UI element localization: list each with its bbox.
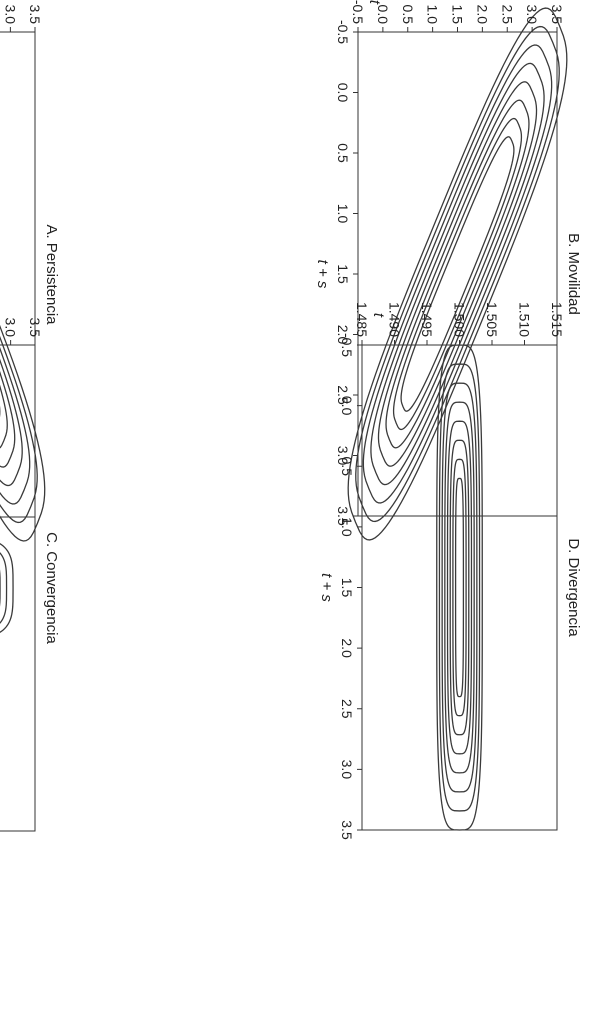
contour-line bbox=[347, 7, 568, 541]
y-tick-label: 1.515 bbox=[549, 302, 565, 337]
x-axis-label: t + s bbox=[318, 573, 335, 602]
x-tick-label: 2.5 bbox=[335, 385, 351, 405]
y-tick-label: 0.0 bbox=[375, 5, 391, 25]
x-tick-label: 2.5 bbox=[339, 699, 355, 719]
y-tick-label: 1.490 bbox=[387, 302, 403, 337]
x-tick-label: 3.5 bbox=[335, 506, 351, 526]
y-tick-label: 1.495 bbox=[419, 302, 435, 337]
x-axis-label: t + s bbox=[314, 260, 331, 289]
y-tick-label: 3.5 bbox=[27, 5, 43, 25]
y-tick-label: 1.0 bbox=[425, 5, 441, 25]
chart-title: D. Divergencia bbox=[565, 538, 582, 637]
y-tick-label: 1.510 bbox=[517, 302, 533, 337]
contour-line bbox=[0, 44, 31, 505]
contour-line bbox=[444, 401, 475, 774]
contour-line bbox=[392, 117, 523, 431]
y-tick-label: 2.5 bbox=[499, 5, 515, 25]
x-tick-label: 1.5 bbox=[339, 578, 355, 598]
x-tick-label: 1.0 bbox=[339, 517, 355, 537]
contour-line bbox=[370, 62, 545, 486]
contour-group-d bbox=[436, 344, 483, 831]
plot-frame-c bbox=[0, 344, 36, 832]
x-tick-label: 0.5 bbox=[339, 457, 355, 477]
contour-line bbox=[400, 136, 515, 412]
panel-a: -0.50.00.51.01.52.02.53.03.5-0.50.00.51.… bbox=[0, 5, 60, 542]
x-tick-label: 0.0 bbox=[335, 83, 351, 103]
contour-line bbox=[355, 25, 560, 523]
contour-group-a bbox=[0, 7, 46, 542]
contour-line bbox=[0, 62, 23, 487]
x-tick-label: 1.0 bbox=[335, 204, 351, 224]
y-tick-label: 1.500 bbox=[452, 302, 468, 337]
contour-line bbox=[446, 420, 473, 755]
chart-title: B. Movilidad bbox=[565, 233, 582, 315]
contour-line bbox=[454, 477, 465, 698]
x-tick-label: 0.0 bbox=[339, 396, 355, 416]
x-tick-label: 0.5 bbox=[335, 143, 351, 163]
x-tick-label: 2.0 bbox=[339, 638, 355, 658]
x-tick-label: 2.0 bbox=[335, 325, 351, 345]
y-tick-label: 1.505 bbox=[484, 302, 500, 337]
contour-group-b bbox=[347, 7, 568, 541]
contour-line bbox=[0, 535, 14, 641]
chart-title: A. Persistencia bbox=[43, 224, 60, 325]
chart-title: C. Convergencia bbox=[43, 532, 60, 644]
contour-line bbox=[441, 382, 478, 793]
x-tick-label: 1.5 bbox=[335, 264, 351, 284]
x-tick-label: 3.0 bbox=[335, 446, 351, 466]
x-tick-label: 3.0 bbox=[339, 760, 355, 780]
y-tick-label: 0.5 bbox=[400, 5, 416, 25]
y-tick-label: 3.0 bbox=[3, 318, 19, 338]
contour-line bbox=[438, 363, 481, 812]
contour-line bbox=[0, 25, 38, 524]
y-tick-label: 3.5 bbox=[27, 318, 43, 338]
contour-line bbox=[0, 7, 46, 542]
contour-line bbox=[0, 541, 8, 635]
contour-line bbox=[449, 439, 470, 736]
contour-line bbox=[436, 344, 483, 831]
contour-line bbox=[0, 99, 8, 450]
y-axis-label: t bbox=[366, 0, 383, 5]
contour-line bbox=[0, 81, 16, 468]
panel-c: 1.4851.491.4951.5001.5051.5101.515-0.50.… bbox=[0, 318, 60, 832]
x-tick-label: -0.5 bbox=[335, 20, 351, 44]
contour-line bbox=[362, 44, 553, 504]
panel-d: -0.5 0.0 0.5 1.0 1.5 2.0 2.5 3.0 3.5 1.485 1.490 1.… bbox=[318, 302, 582, 840]
plot-frame-a bbox=[0, 31, 36, 518]
x-tick-label: -0.5 bbox=[339, 333, 355, 357]
panel-b: -0.5 0.0 0.5 1.0 1.5 2.0 2.5 3.0 3.5 -0.5 0.0 0.5 1.… bbox=[314, 0, 582, 541]
plot-frame-b bbox=[357, 31, 558, 517]
y-axis-label: t bbox=[370, 313, 387, 318]
y-tick-label: 3.0 bbox=[524, 5, 540, 25]
y-tick-label: 2.0 bbox=[474, 5, 490, 25]
y-tick-label: 3.0 bbox=[2, 5, 18, 25]
plot-frame-d bbox=[361, 344, 558, 831]
contour-line bbox=[385, 99, 530, 449]
y-tick-label: 1.485 bbox=[354, 302, 370, 337]
contour-line bbox=[452, 458, 467, 717]
contour-group-c bbox=[0, 535, 14, 641]
y-tick-label: 3.5 bbox=[549, 5, 565, 25]
contour-line bbox=[377, 81, 538, 467]
y-tick-label: -0.5 bbox=[350, 0, 366, 24]
x-tick-label: 3.5 bbox=[339, 820, 355, 840]
y-tick-label: 1.5 bbox=[450, 5, 466, 25]
